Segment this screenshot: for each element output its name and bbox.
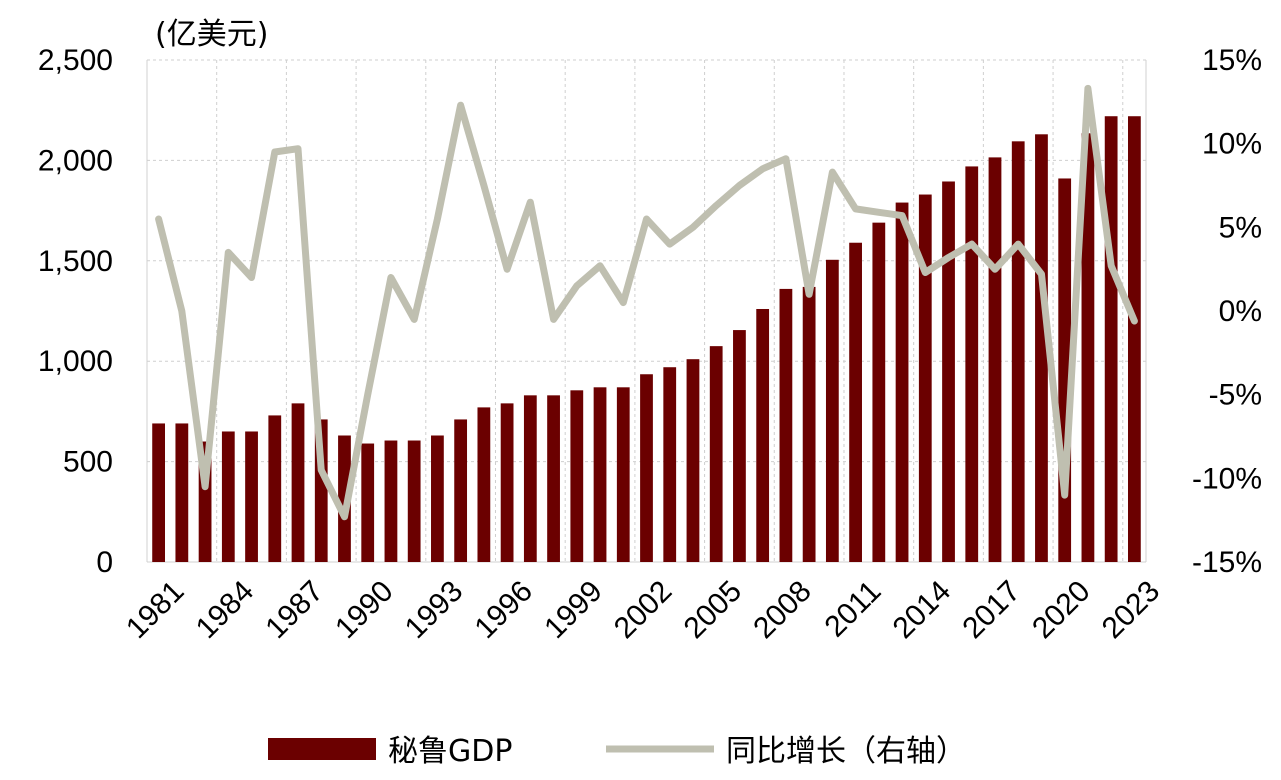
gdp-bar-1995 <box>477 407 491 562</box>
right-tick-label: -15% <box>1192 546 1262 579</box>
gdp-bar-1985 <box>245 431 258 562</box>
gdp-bar-2010 <box>825 259 839 562</box>
gdp-bar-2009 <box>802 286 816 562</box>
left-tick-label: 500 <box>63 446 113 479</box>
gdp-bar-2016 <box>965 166 979 562</box>
left-tick-label: 1,000 <box>38 345 113 378</box>
x-tick-label: 2017 <box>956 575 1027 646</box>
gdp-bar-1996 <box>500 403 514 562</box>
gdp-bar-1991 <box>384 440 398 562</box>
gdp-bar-2019 <box>1035 134 1048 562</box>
gdp-bar-1984 <box>221 431 235 562</box>
gdp-bar-2006 <box>733 330 746 562</box>
gdp-bar-1997 <box>523 395 537 562</box>
gdp-bar-1998 <box>547 395 560 562</box>
legend-label-gdp: 秘鲁GDP <box>388 734 512 769</box>
gdp-bar-1986 <box>268 415 282 562</box>
x-tick-label: 2020 <box>1026 575 1097 646</box>
gdp-bar-2011 <box>849 242 862 562</box>
right-tick-label: 15% <box>1202 44 1262 77</box>
legend-swatch-gdp <box>268 738 376 760</box>
x-tick-label: 1999 <box>538 575 609 646</box>
right-tick-label: 5% <box>1219 211 1262 244</box>
x-tick-label: 2011 <box>819 575 888 644</box>
x-tick-label: 1981 <box>120 575 191 646</box>
gdp-bar-2000 <box>593 387 607 562</box>
gdp-bar-1994 <box>454 419 468 562</box>
x-tick-label: 1996 <box>468 575 539 646</box>
gdp-bar-2013 <box>895 202 909 562</box>
gdp-bar-1981 <box>152 423 166 562</box>
gdp-bar-2023 <box>1127 116 1141 562</box>
x-tick-label: 2023 <box>1096 575 1167 646</box>
x-tick-label: 2008 <box>747 575 818 646</box>
gdp-bar-2002 <box>640 374 653 562</box>
gdp-bar-2012 <box>872 222 886 562</box>
x-tick-label: 1993 <box>399 575 470 646</box>
gdp-bar-2003 <box>663 367 677 562</box>
left-axis-unit-label: (亿美元) <box>155 17 268 52</box>
x-tick-label: 2014 <box>887 575 958 646</box>
left-tick-label: 2,000 <box>38 144 113 177</box>
left-tick-label: 1,500 <box>38 245 113 278</box>
gdp-bar-2001 <box>616 387 630 562</box>
legend: 秘鲁GDP 同比增长（右轴） <box>268 734 966 769</box>
gdp-bar-2008 <box>779 288 793 562</box>
gdp-bar-2014 <box>918 194 932 562</box>
left-tick-label: 2,500 <box>38 44 113 77</box>
gdp-bar-2022 <box>1104 116 1118 562</box>
gdp-bar-1982 <box>175 423 189 562</box>
gdp-bar-2007 <box>756 308 770 562</box>
gdp-bars <box>152 116 1141 563</box>
gdp-bar-2004 <box>686 359 700 562</box>
gdp-bar-2015 <box>942 181 955 562</box>
gdp-bar-2005 <box>709 346 723 562</box>
gdp-bar-1992 <box>407 440 421 562</box>
gdp-bar-2017 <box>988 157 1002 562</box>
left-axis-ticks: 0 500 1,000 1,500 2,000 2,500 <box>38 44 113 579</box>
gdp-bar-2018 <box>1011 141 1025 562</box>
x-tick-label: 1990 <box>329 575 400 646</box>
x-axis-ticks: 1981 1984 1987 1990 1993 1996 1999 2002 2005 2008… <box>120 575 1166 646</box>
right-tick-label: 0% <box>1219 295 1262 328</box>
right-axis-ticks: -15% -10% -5% 0% 5% 10% 15% <box>1192 44 1262 579</box>
x-tick-label: 2002 <box>608 575 679 646</box>
right-tick-label: -10% <box>1192 462 1262 495</box>
gdp-bar-2021 <box>1081 133 1095 563</box>
x-tick-label: 2005 <box>678 575 749 646</box>
gdp-bar-1987 <box>291 403 305 562</box>
gdp-bar-1990 <box>361 443 375 562</box>
left-tick-label: 0 <box>96 546 113 579</box>
right-tick-label: 10% <box>1202 128 1262 161</box>
x-tick-label: 1984 <box>190 575 261 646</box>
gdp-bar-1993 <box>431 435 444 562</box>
right-tick-label: -5% <box>1209 379 1262 412</box>
gdp-bar-1999 <box>570 390 584 562</box>
legend-label-growth: 同比增长（右轴） <box>726 734 966 769</box>
x-tick-label: 1987 <box>259 575 330 646</box>
growth-line <box>155 84 1138 521</box>
